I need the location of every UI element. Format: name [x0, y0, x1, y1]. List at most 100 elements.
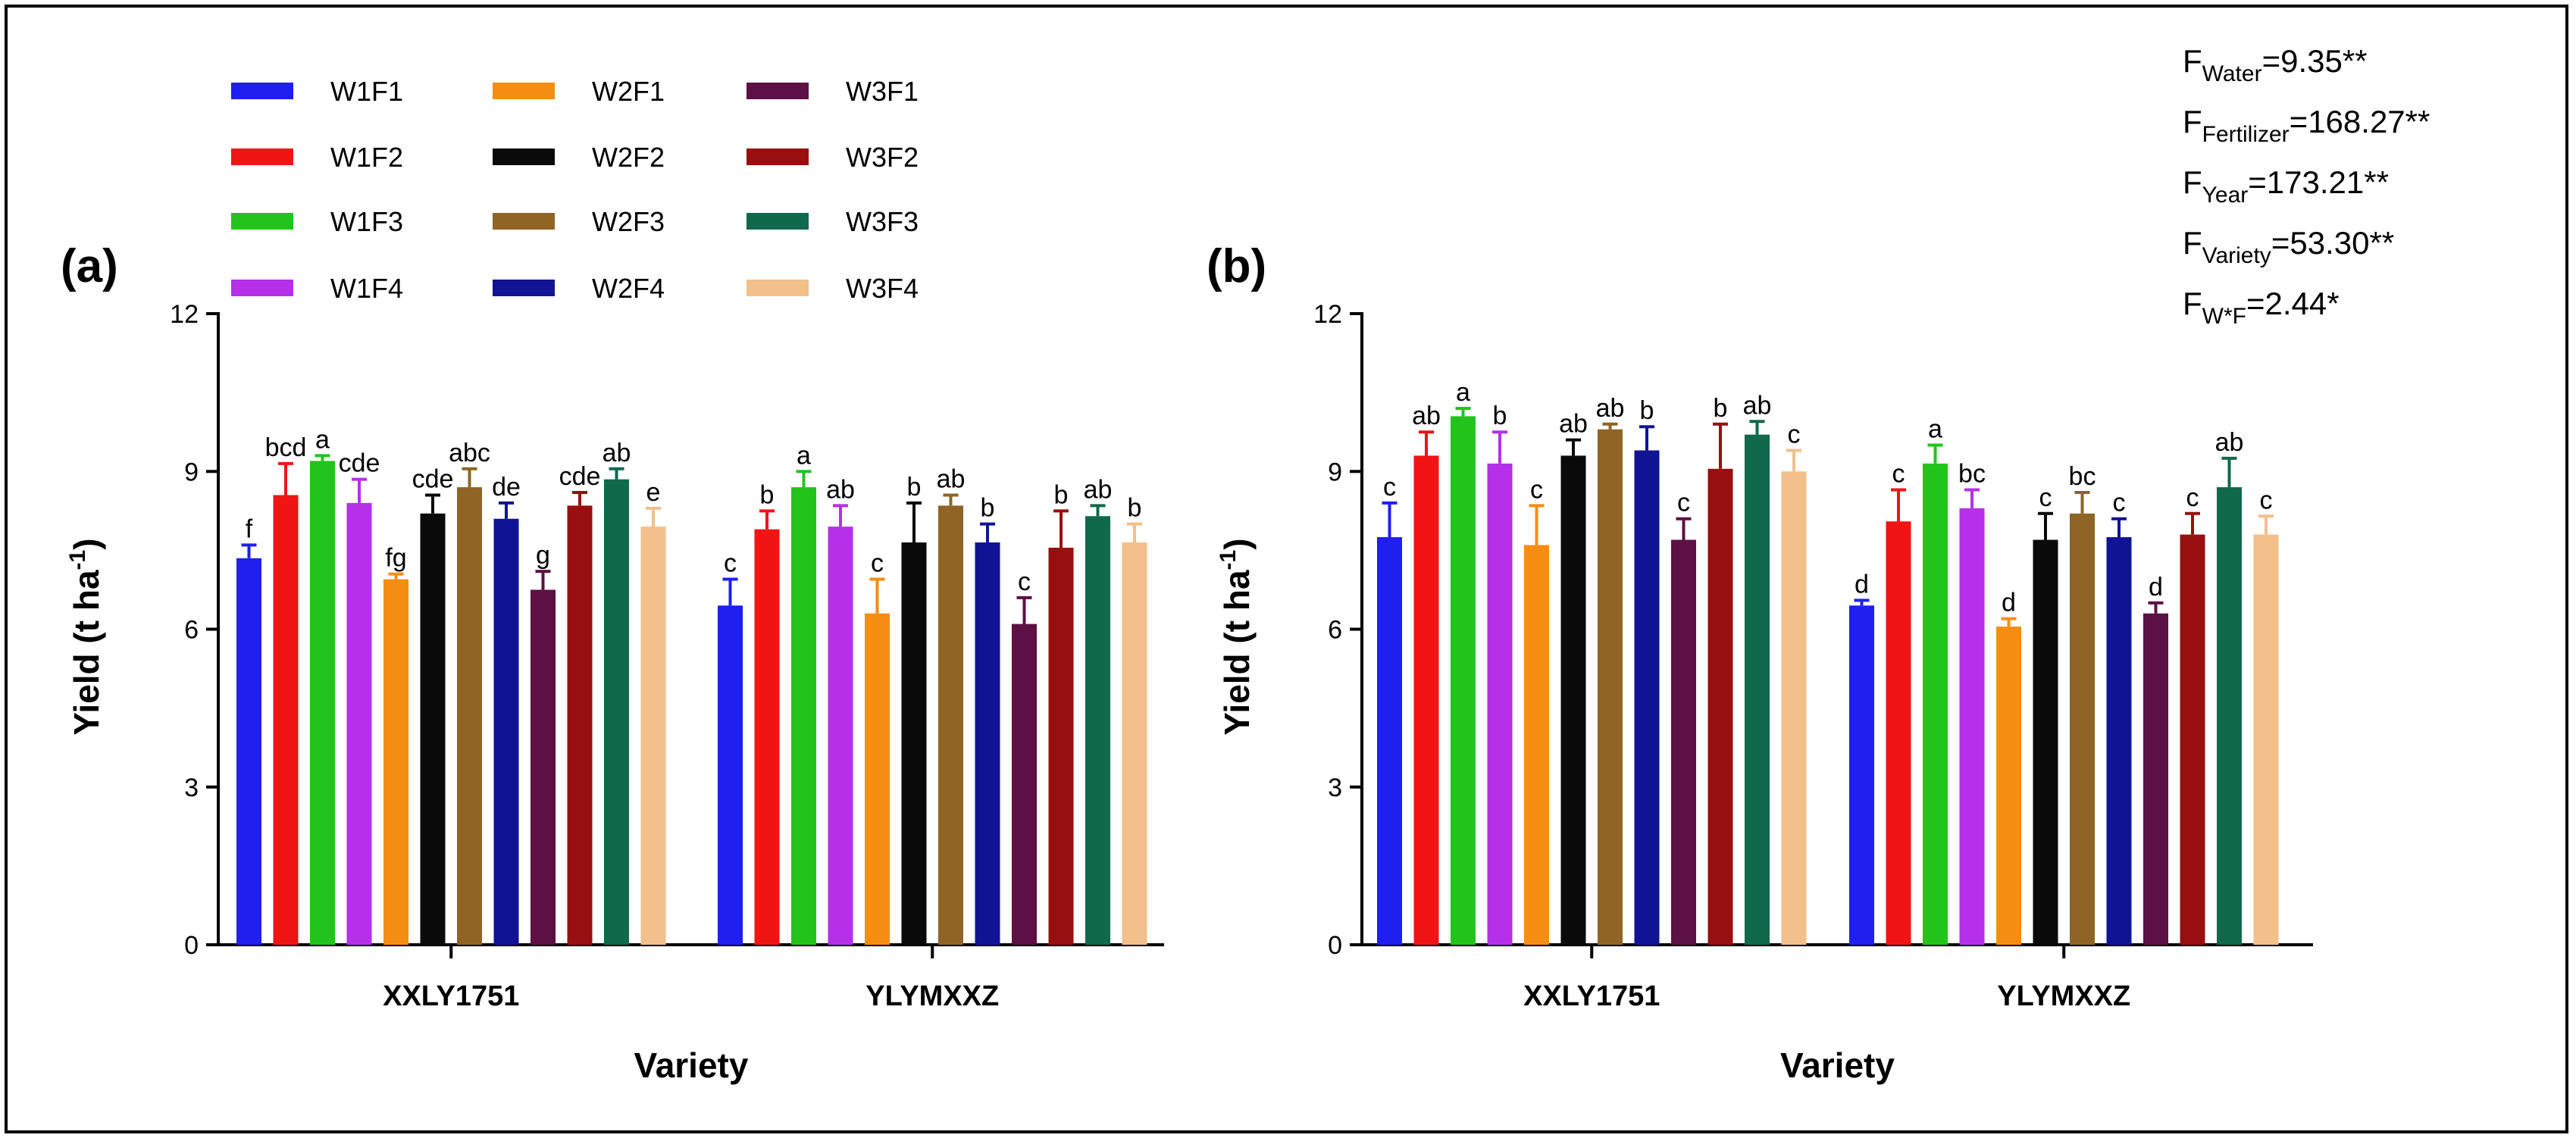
- legend-swatch: [231, 83, 293, 99]
- bar: [1849, 605, 1874, 945]
- x-axis-label: Variety: [1780, 1046, 1895, 1085]
- bar: [1781, 471, 1807, 945]
- legend-label: W2F2: [592, 142, 665, 173]
- significance-letter: c: [2260, 486, 2273, 514]
- panel-label: (a): [61, 240, 118, 292]
- bar: [567, 505, 593, 945]
- y-tick-label: 6: [1328, 616, 1342, 645]
- legend-label: W3F4: [846, 273, 919, 304]
- bar: [1959, 508, 1985, 945]
- legend-swatch: [231, 148, 293, 165]
- legend-swatch: [493, 83, 555, 99]
- bar: [236, 558, 261, 945]
- y-tick-label: 9: [1328, 458, 1342, 486]
- significance-letter: ab: [1596, 394, 1625, 423]
- significance-letter: a: [1456, 378, 1470, 407]
- significance-letter: d: [2002, 589, 2016, 617]
- bar: [2033, 539, 2058, 945]
- category-label: XXLY1751: [383, 980, 519, 1012]
- significance-letter: b: [760, 480, 775, 509]
- y-tick-label: 6: [184, 616, 199, 645]
- significance-letter: b: [981, 494, 995, 523]
- anova-stats: FWater=9.35** FFertilizer=168.27** FYear=1…: [2183, 43, 2430, 329]
- significance-letter: ab: [603, 439, 631, 467]
- significance-letter: ab: [2215, 428, 2244, 457]
- significance-letter: bcd: [265, 433, 307, 462]
- bar: [531, 589, 556, 945]
- legend-swatch: [493, 148, 555, 165]
- bar: [310, 461, 335, 945]
- y-tick-label: 12: [1313, 300, 1342, 329]
- significance-letter: b: [1714, 394, 1728, 423]
- bar: [420, 513, 446, 945]
- anova-stat: FWater=9.35**: [2183, 43, 2368, 86]
- legend-swatch: [747, 148, 809, 165]
- bar: [901, 542, 927, 945]
- significance-letter: c: [1530, 475, 1543, 504]
- significance-letter: c: [724, 549, 737, 578]
- legend: W1F1 W1F2 W1F3 W1F4 W2F1 W2F2 W2F3 W2F4 W3F1 W3F2…: [231, 76, 919, 304]
- significance-letter: c: [1018, 567, 1031, 596]
- legend-label: W1F3: [330, 206, 403, 237]
- bar: [383, 579, 408, 945]
- legend-label: W3F2: [846, 142, 919, 173]
- legend-swatch: [231, 280, 293, 296]
- bar: [2106, 537, 2132, 945]
- significance-letter: ab: [937, 464, 966, 493]
- anova-stat: FVariety=53.30**: [2183, 225, 2394, 268]
- bar: [938, 505, 963, 945]
- bar: [1707, 468, 1733, 945]
- significance-letter: a: [315, 425, 330, 454]
- y-axis-label: Yield (t ha-1): [65, 538, 106, 735]
- bar: [1487, 463, 1513, 945]
- significance-letter: c: [1892, 460, 1905, 489]
- bar: [493, 518, 519, 945]
- bar: [1923, 463, 1948, 945]
- bar: [273, 495, 299, 945]
- significance-letter: de: [492, 473, 521, 502]
- bar: [2253, 534, 2279, 945]
- significance-letter: ab: [1412, 402, 1441, 430]
- bar: [2180, 534, 2205, 945]
- bar: [1085, 516, 1110, 945]
- bar: [1413, 455, 1439, 945]
- bar: [1377, 537, 1402, 945]
- bar: [1996, 627, 2021, 945]
- y-tick-label: 9: [184, 458, 199, 486]
- significance-letter: c: [2113, 489, 2126, 517]
- legend-label: W2F1: [592, 76, 665, 107]
- legend-label: W3F1: [846, 76, 919, 107]
- bar: [457, 487, 482, 945]
- category-label: XXLY1751: [1523, 980, 1660, 1012]
- y-tick-label: 12: [170, 300, 199, 329]
- bar: [828, 527, 853, 945]
- significance-letter: a: [1928, 415, 1942, 444]
- bar: [1524, 545, 1549, 945]
- significance-letter: a: [797, 441, 811, 470]
- bar: [1634, 450, 1660, 945]
- significance-letter: ab: [1559, 410, 1588, 439]
- anova-stat: FFertilizer=168.27**: [2183, 104, 2430, 147]
- bar: [1012, 624, 1037, 945]
- significance-letter: bc: [2069, 462, 2096, 491]
- legend-label: W1F1: [330, 76, 403, 107]
- significance-letter: fg: [385, 544, 406, 573]
- bar: [346, 502, 372, 945]
- significance-letter: b: [1640, 396, 1654, 425]
- significance-letter: c: [1677, 489, 1690, 517]
- bar: [718, 605, 743, 945]
- legend-swatch: [747, 213, 809, 230]
- bar: [2143, 613, 2168, 945]
- y-tick-label: 3: [1328, 774, 1342, 802]
- bar: [2070, 513, 2095, 945]
- figure-border: [5, 5, 2568, 1133]
- legend-swatch: [747, 280, 809, 296]
- bar: [1560, 455, 1586, 945]
- bar: [791, 487, 816, 945]
- y-tick-label: 0: [184, 931, 199, 960]
- bar: [1745, 434, 1770, 945]
- bar: [1886, 521, 1911, 945]
- y-tick-label: 0: [1328, 931, 1342, 960]
- category-label: YLYMXXZ: [865, 980, 999, 1012]
- significance-letter: cde: [559, 462, 601, 491]
